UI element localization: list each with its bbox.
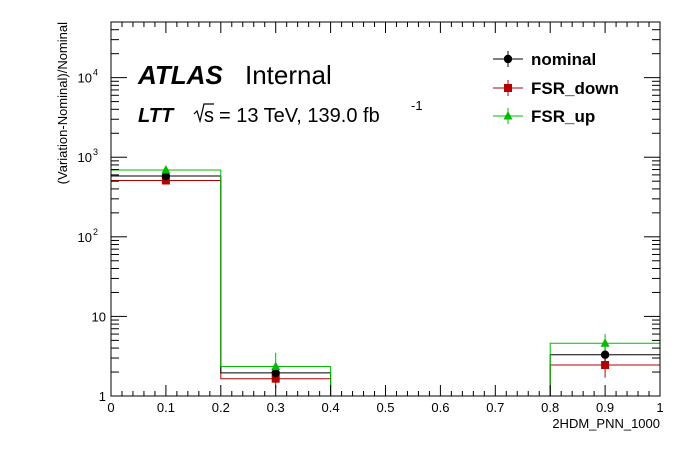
sqrt-sign — [193, 103, 214, 124]
marker-nominal-2 — [600, 350, 610, 359]
legend-marker — [503, 54, 513, 64]
y-tick-label: 10 — [78, 150, 92, 165]
lumi-exponent: -1 — [411, 98, 423, 113]
legend-entry-FSR_down: FSR_down — [493, 79, 619, 98]
y-tick-label: 10 — [78, 230, 92, 245]
x-tick-label: 0.5 — [376, 400, 394, 415]
x-tick-label: 0.2 — [212, 400, 230, 415]
sqrt-s-label: s — [204, 105, 214, 127]
marker-FSR_down-2 — [601, 361, 610, 370]
marker-FSR_down-1 — [271, 374, 280, 383]
legend-marker — [504, 84, 512, 92]
x-tick-label: 1 — [656, 400, 663, 415]
marker-FSR_up-1 — [271, 361, 281, 370]
legend-label: nominal — [531, 50, 596, 69]
marker-FSR_down-0 — [161, 176, 170, 185]
y-tick-exponent: 4 — [93, 68, 98, 78]
x-tick-label: 0.8 — [541, 400, 559, 415]
marker-layer — [161, 165, 610, 383]
x-tick-label: 0.9 — [596, 400, 614, 415]
x-axis-label: 2HDM_PNN_1000 — [552, 416, 660, 431]
x-tick-label: 0.4 — [322, 400, 340, 415]
y-tick-label: 10 — [78, 71, 92, 86]
x-tick-label: 0.6 — [431, 400, 449, 415]
x-tick-label: 0 — [107, 400, 114, 415]
legend-entry-nominal: nominal — [493, 50, 596, 69]
marker-nominal-1 — [271, 368, 280, 378]
energy-lumi-label: = 13 TeV, 139.0 fb — [219, 105, 380, 127]
channel-label: LTT — [138, 105, 175, 127]
y-tick-label: 10 — [92, 309, 106, 324]
x-tick-label: 0.3 — [267, 400, 285, 415]
y-tick-exponent: 3 — [93, 147, 98, 157]
internal-label: Internal — [245, 60, 332, 90]
y-tick-exponent: 2 — [93, 227, 98, 237]
x-tick-label: 0.1 — [157, 400, 175, 415]
legend-entry-FSR_up: FSR_up — [493, 107, 595, 126]
legend: nominal FSR_down FSR_up — [493, 50, 619, 126]
marker-FSR_up-2 — [600, 338, 610, 347]
legend-label: FSR_up — [531, 107, 595, 126]
x-tick-label: 0.7 — [486, 400, 504, 415]
marker-FSR_up-0 — [161, 165, 171, 174]
marker-nominal-0 — [161, 171, 171, 181]
legend-marker — [503, 111, 513, 120]
atlas-label: ATLAS — [137, 60, 223, 90]
y-tick-label: 1 — [99, 389, 106, 404]
legend-label: FSR_down — [531, 79, 619, 98]
y-axis-label: (Variation-Nominal)/Nominal — [55, 22, 70, 184]
